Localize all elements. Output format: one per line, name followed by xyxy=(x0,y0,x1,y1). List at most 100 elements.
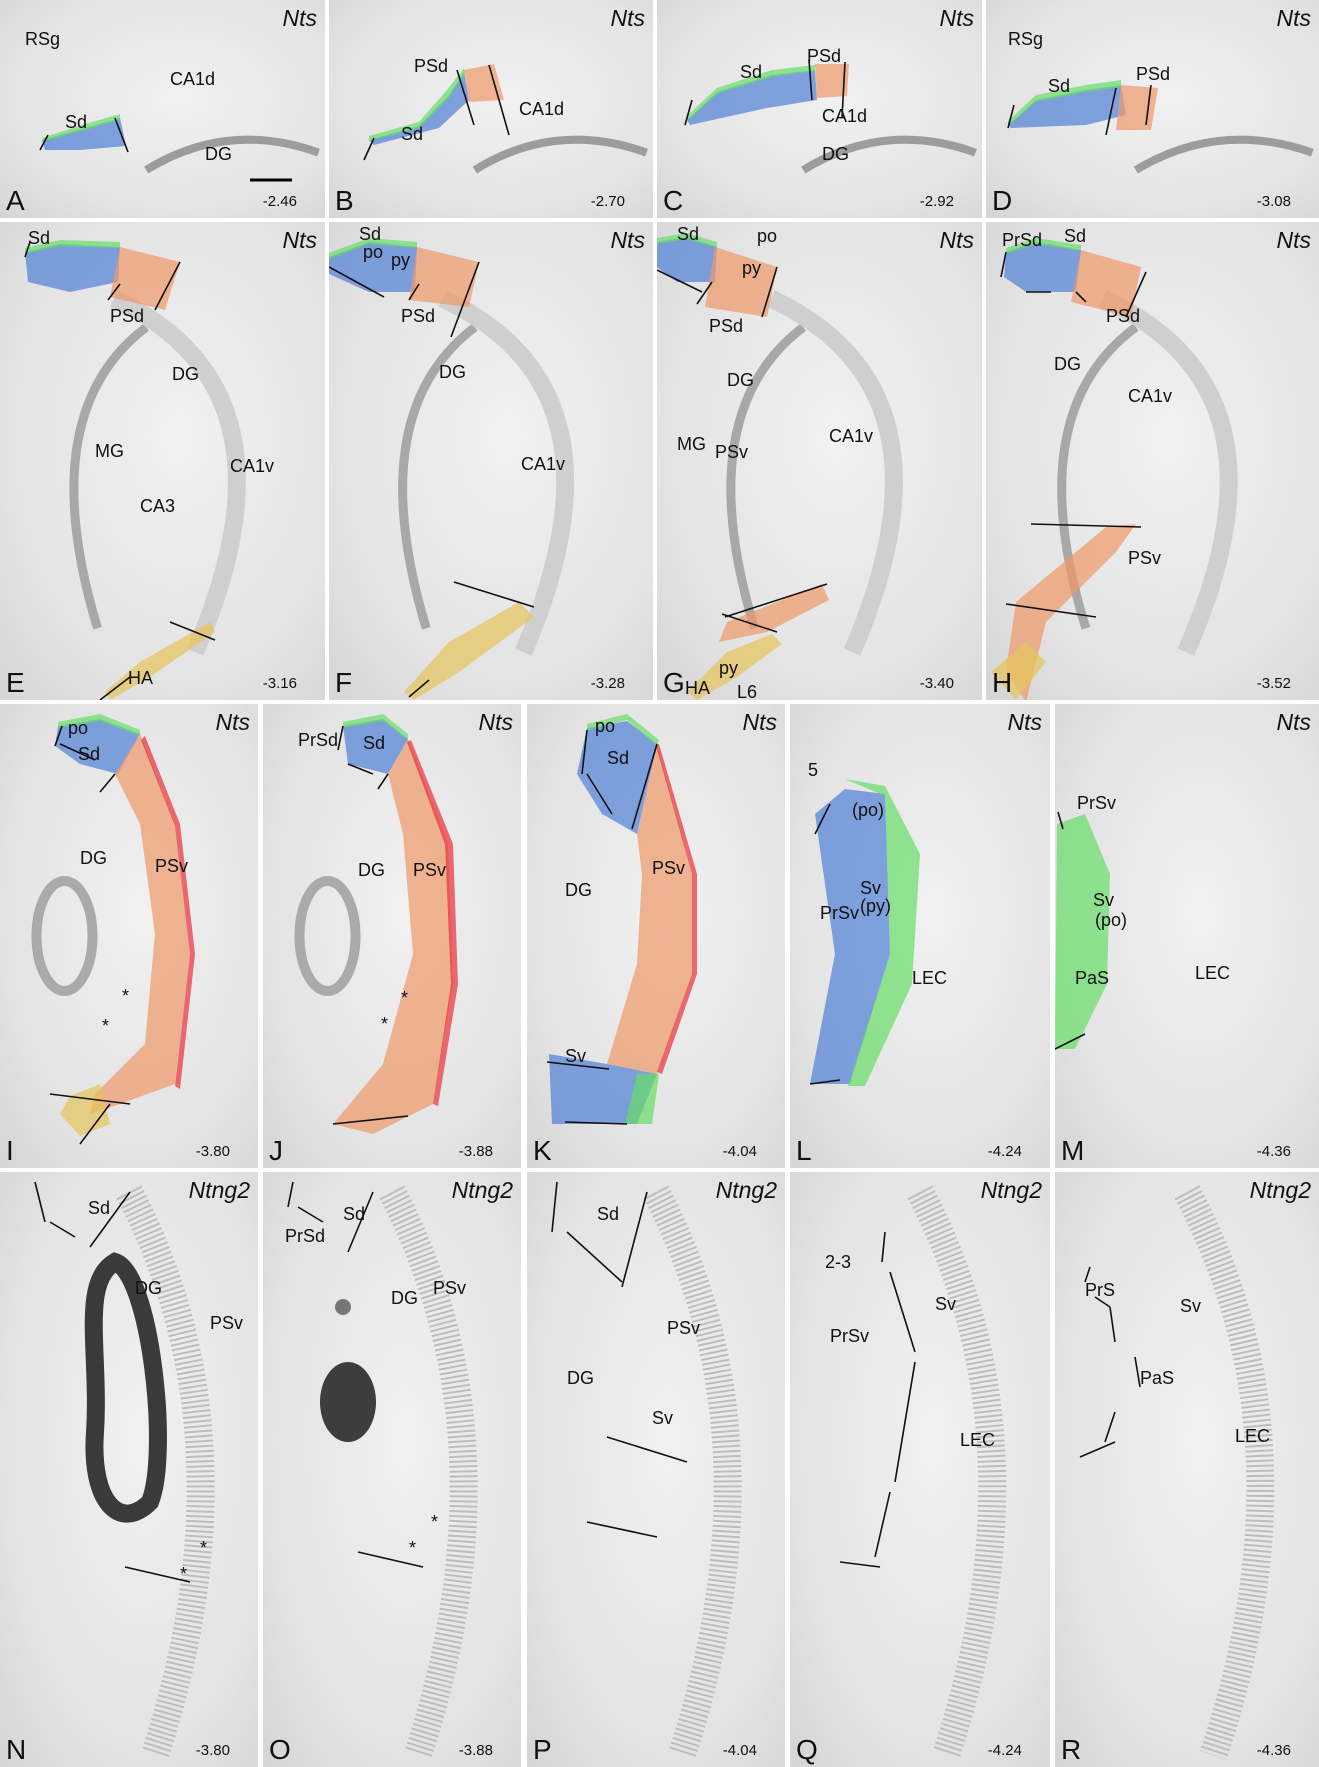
bregma-level: -3.80 xyxy=(196,1742,230,1759)
panel: GNts-3.40SdpopyPSdDGMGCA1vPSvHApyL6 xyxy=(657,222,982,702)
region-label: Sv xyxy=(935,1294,956,1314)
region-label: LEC xyxy=(960,1430,995,1450)
region-label: DG xyxy=(822,144,849,164)
panel: NNtng2-3.80SdDGPSv** xyxy=(0,1172,258,1767)
region-label: * xyxy=(381,1014,388,1034)
region-label: py xyxy=(719,658,738,678)
region-label: Sd xyxy=(78,744,100,764)
region-label: Sv xyxy=(565,1046,586,1066)
panel-letter: B xyxy=(335,185,354,216)
panel: ENts-3.16SdPSdDGMGCA1vCA3HA xyxy=(0,222,325,700)
region-label: PrSv xyxy=(830,1326,869,1346)
region-label: Sv xyxy=(1093,890,1114,910)
region-label: PSd xyxy=(807,46,841,66)
panel: MNts-4.36PrSvSv(po)PaSLEC xyxy=(1055,704,1319,1168)
gene-name: Nts xyxy=(611,5,646,31)
region-label: py xyxy=(391,250,410,270)
region-label: PrSv xyxy=(820,903,859,923)
region-label: CA1v xyxy=(1128,386,1172,406)
gene-name: Nts xyxy=(479,709,514,735)
panel-letter: C xyxy=(663,185,683,216)
region-label: DG xyxy=(358,860,385,880)
panel: QNtng2-4.242-3SvPrSvLEC xyxy=(790,1172,1050,1767)
region-label: Sd xyxy=(607,748,629,768)
region-label: 5 xyxy=(808,760,818,780)
panel-image xyxy=(263,1172,521,1767)
region-label: po xyxy=(363,242,383,262)
panel: BNts-2.70PSdSdCA1d xyxy=(329,0,653,218)
tissue xyxy=(657,222,982,700)
region-label: Sd xyxy=(65,112,87,132)
gene-name: Ntng2 xyxy=(981,1177,1043,1203)
bregma-level: -4.04 xyxy=(723,1742,757,1759)
region-label: LEC xyxy=(1195,963,1230,983)
gene-name: Nts xyxy=(743,709,778,735)
region-label: * xyxy=(431,1512,438,1532)
gene-name: Ntng2 xyxy=(1250,1177,1312,1203)
region-label: Sd xyxy=(28,228,50,248)
region-label: po xyxy=(595,716,615,736)
panel-image xyxy=(1055,704,1319,1168)
region-label: Sd xyxy=(740,62,762,82)
panel-letter: J xyxy=(269,1135,283,1166)
region-label: PSv xyxy=(1128,548,1161,568)
gene-name: Ntng2 xyxy=(716,1177,778,1203)
gene-name: Nts xyxy=(1277,709,1312,735)
bregma-level: -3.40 xyxy=(920,675,954,692)
panel-letter: I xyxy=(6,1135,14,1166)
region-label: PaS xyxy=(1075,968,1109,988)
bregma-level: -2.92 xyxy=(920,193,954,210)
region-label: PSv xyxy=(667,1318,700,1338)
panel-image xyxy=(0,704,258,1168)
panel: RNtng2-4.36PrSSvPaSLEC xyxy=(1055,1172,1319,1767)
tissue xyxy=(1055,1172,1319,1767)
region-label: * xyxy=(409,1538,416,1558)
region-label: PrS xyxy=(1085,1280,1115,1300)
gene-name: Nts xyxy=(283,5,318,31)
panel-letter: H xyxy=(992,667,1012,698)
bregma-level: -4.24 xyxy=(988,1742,1022,1759)
bregma-level: -3.16 xyxy=(263,675,297,692)
panel-letter: A xyxy=(6,185,25,216)
region-label: 2-3 xyxy=(825,1252,851,1272)
panel: ANts-2.46RSgSdCA1dDG xyxy=(0,0,325,218)
region-label: Sd xyxy=(88,1198,110,1218)
panel: FNts-3.28SdpopyPSdDGCA1v xyxy=(329,222,653,700)
region-label: (po) xyxy=(1095,910,1127,930)
region-label: CA1v xyxy=(829,426,873,446)
region-label: PSd xyxy=(110,306,144,326)
region-label: CA1v xyxy=(230,456,274,476)
bregma-level: -3.88 xyxy=(459,1143,493,1160)
panel-letter: R xyxy=(1061,1734,1081,1765)
region-label: DG xyxy=(205,144,232,164)
figure: ANts-2.46RSgSdCA1dDGBNts-2.70PSdSdCA1dCN… xyxy=(0,0,1319,1767)
tissue xyxy=(790,704,1050,1168)
region-label: PaS xyxy=(1140,1368,1174,1388)
panel-letter: D xyxy=(992,185,1012,216)
bregma-level: -4.04 xyxy=(723,1143,757,1160)
panel-letter: O xyxy=(269,1734,291,1765)
region-label: * xyxy=(180,1564,187,1584)
region-label: DG xyxy=(1054,354,1081,374)
region-label: PrSd xyxy=(298,730,338,750)
region-label: DG xyxy=(80,848,107,868)
region-overlay xyxy=(1116,85,1158,130)
gene-name: Nts xyxy=(216,709,251,735)
tissue xyxy=(329,0,653,218)
panel: CNts-2.92SdPSdCA1dDG xyxy=(657,0,982,218)
region-label: Sv xyxy=(652,1408,673,1428)
panel-letter: E xyxy=(6,667,25,698)
region-label: RSg xyxy=(25,29,60,49)
region-label: LEC xyxy=(912,968,947,988)
region-label: PSd xyxy=(401,306,435,326)
region-label: Sd xyxy=(597,1204,619,1224)
region-label: DG xyxy=(727,370,754,390)
region-label: LEC xyxy=(1235,1426,1270,1446)
dentate-gyrus xyxy=(320,1362,376,1442)
gene-name: Nts xyxy=(611,227,646,253)
bregma-level: -3.88 xyxy=(459,1742,493,1759)
region-label: CA1d xyxy=(519,99,564,119)
gene-name: Nts xyxy=(283,227,318,253)
